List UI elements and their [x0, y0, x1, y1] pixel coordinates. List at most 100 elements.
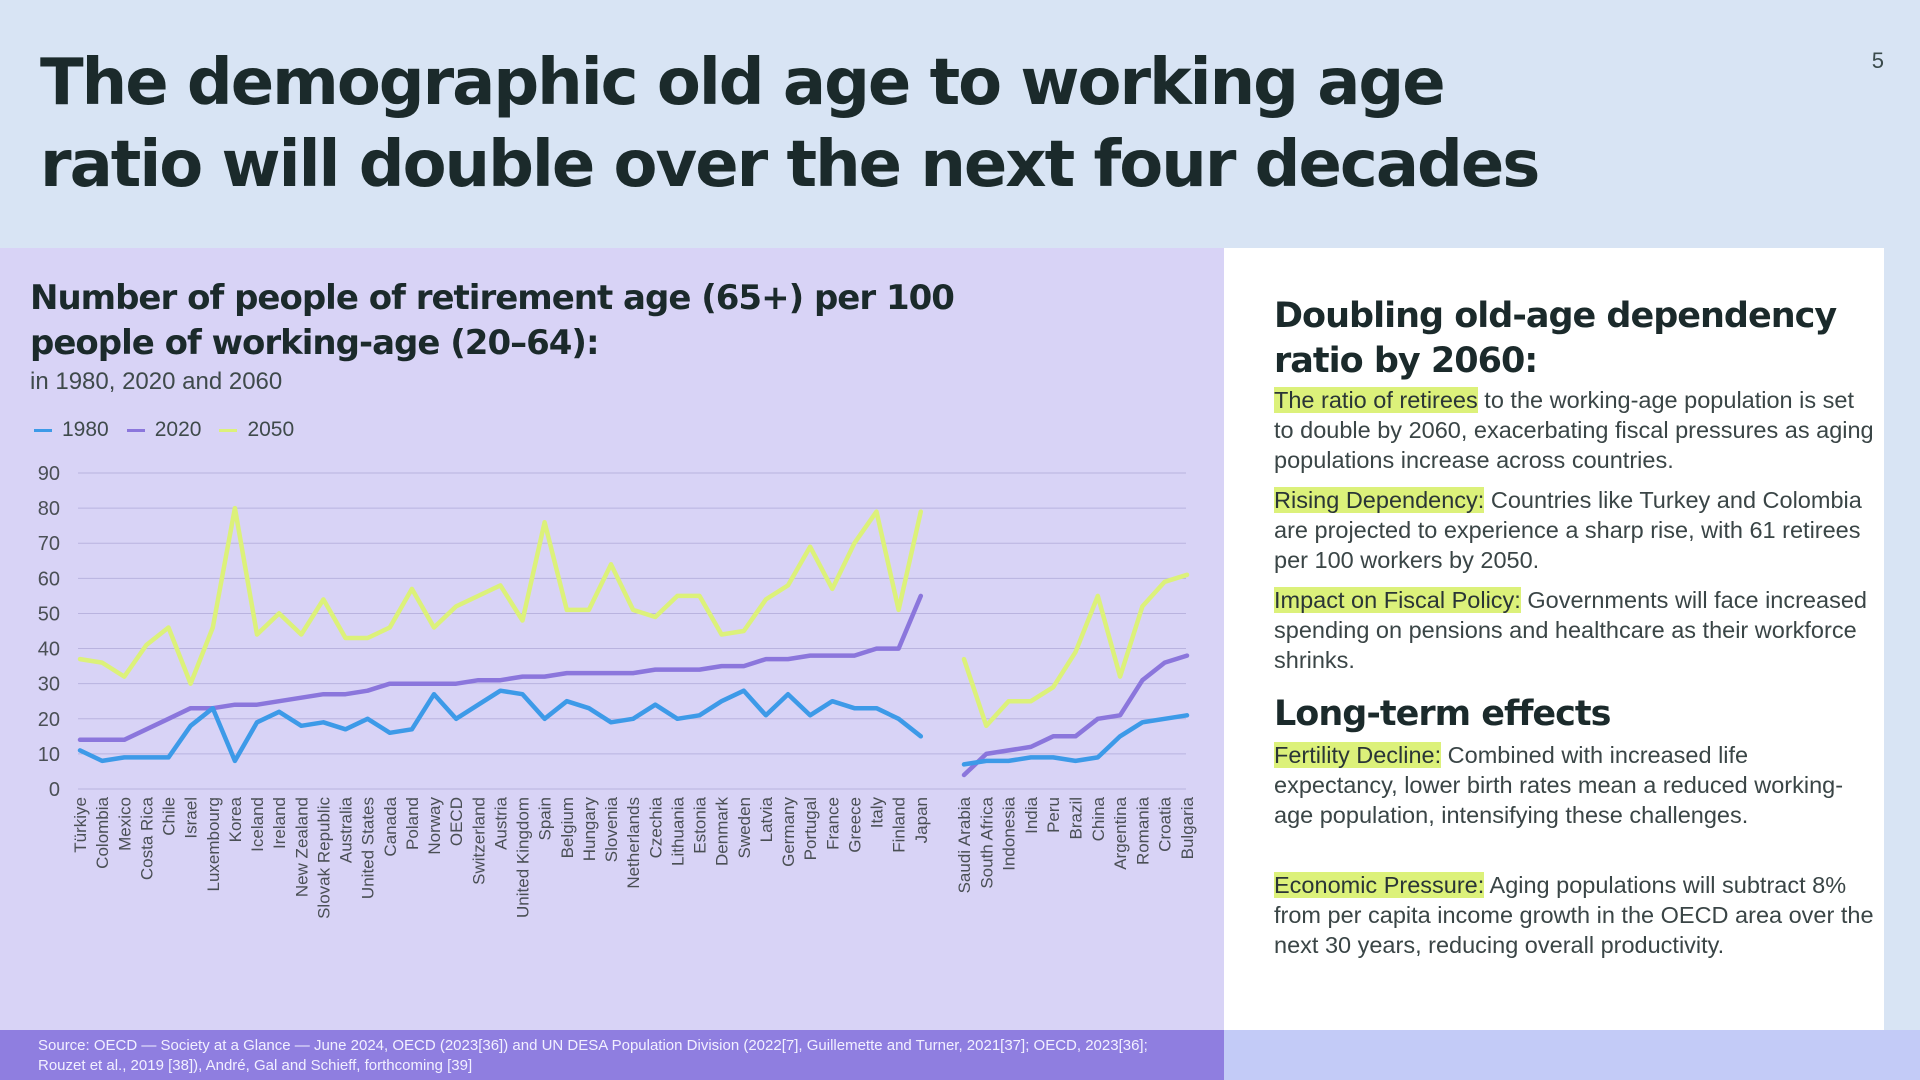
text-economic-pressure: Aging populations will subtract 8% from …: [1274, 872, 1874, 958]
legend-item-2020: 2020: [126, 418, 202, 442]
y-tick-label: 80: [38, 498, 60, 520]
x-tick-label: China: [1089, 796, 1108, 841]
page-number: 5: [1871, 48, 1884, 73]
legend-swatch-1980: [34, 428, 52, 432]
x-tick-label: Portugal: [801, 797, 820, 860]
x-tick-label: Indonesia: [1000, 796, 1019, 870]
source-note: Source: OECD — Society at a Glance — Jun…: [38, 1037, 1148, 1074]
legend-label-2050: 2050: [247, 418, 295, 441]
chart-panel: [0, 248, 1224, 1030]
x-tick-label: Austria: [491, 796, 510, 849]
x-tick-label: Saudi Arabia: [955, 796, 974, 893]
x-tick-label: Ireland: [270, 797, 289, 849]
x-tick-label: Japan: [912, 797, 931, 843]
side-heading-doubling: Doubling old-age dependency ratio by 206…: [1274, 296, 1837, 381]
series-line-2020-group-2: [961, 653, 1190, 778]
text-rising-dependency: Countries like Turkey and Colombia are p…: [1274, 487, 1862, 573]
x-tick-label: Israel: [182, 797, 201, 839]
line-chart: 0 10 20 30 40 50 60 70 80 90 Türkiye Colombia Mexico…: [38, 463, 1197, 919]
y-tick-label: 40: [38, 639, 60, 661]
y-tick-label: 90: [38, 463, 60, 485]
x-tick-label: Belgium: [558, 797, 577, 858]
x-tick-label: Slovak Republic: [314, 797, 333, 919]
source-bar: [0, 1030, 1224, 1080]
x-tick-label: Costa Rica: [137, 796, 156, 880]
text-retirees: to the working-age population is set to …: [1274, 387, 1874, 473]
y-tick-label: 30: [38, 674, 60, 696]
x-tick-label: Argentina: [1111, 796, 1130, 869]
side-paragraph-fiscal-policy: Impact on Fiscal Policy: Governments wil…: [1274, 585, 1874, 675]
y-tick-label: 50: [38, 603, 60, 625]
x-tick-label: Peru: [1044, 797, 1063, 833]
text-fiscal-policy: Governments will face increased spending…: [1274, 587, 1867, 673]
x-tick-label: Türkiye: [71, 797, 90, 853]
x-tick-label: Hungary: [580, 797, 599, 862]
highlight-rising-dependency: Rising Dependency:: [1274, 487, 1485, 513]
x-tick-label: Switzerland: [469, 797, 488, 885]
x-tick-label: Croatia: [1156, 796, 1175, 851]
legend-swatch-2020: [126, 428, 145, 432]
x-tick-label: Slovenia: [602, 796, 621, 862]
x-tick-label: Estonia: [691, 796, 710, 853]
x-tick-label: France: [823, 797, 842, 850]
legend-item-2050: 2050: [219, 418, 294, 442]
y-tick-label: 0: [49, 779, 60, 801]
page-title: The demographic old age to working age r…: [40, 46, 1540, 202]
legend-label-2020: 2020: [154, 418, 202, 441]
x-tick-label: Czechia: [646, 796, 665, 858]
x-tick-label: India: [1022, 796, 1041, 833]
chart-subtitle: in 1980, 2020 and 2060: [30, 368, 283, 395]
y-tick-label: 10: [38, 744, 60, 766]
x-tick-label: Korea: [226, 796, 245, 842]
highlight-fiscal-policy: Impact on Fiscal Policy:: [1274, 587, 1521, 613]
series-line-1980-group-1: [77, 688, 924, 764]
x-tick-label: New Zealand: [292, 797, 311, 897]
y-tick-label: 20: [38, 709, 60, 731]
x-tick-label: South Africa: [977, 796, 996, 888]
series-line-2050-group-2: [961, 572, 1190, 729]
x-tick-label: United Kingdom: [514, 797, 533, 918]
x-tick-label: Sweden: [735, 797, 754, 858]
x-tick-label: OECD: [447, 797, 466, 846]
series-line-1980-group-2: [961, 713, 1190, 767]
x-tick-label: Italy: [868, 797, 887, 829]
highlight-economic-pressure: Economic Pressure:: [1274, 872, 1485, 898]
highlight-fertility: Fertility Decline:: [1274, 742, 1442, 768]
x-tick-label: Denmark: [713, 797, 732, 866]
legend-swatch-2050: [219, 428, 238, 432]
side-heading-long-term: Long-term effects: [1274, 694, 1611, 734]
side-panel: [1224, 248, 1884, 1030]
x-tick-label: Finland: [890, 797, 909, 853]
x-tick-label: Bulgaria: [1178, 796, 1197, 859]
x-tick-label: Chile: [160, 797, 179, 836]
x-tick-label: Iceland: [248, 797, 267, 852]
x-tick-label: Brazil: [1067, 797, 1086, 840]
footer-strip: [1224, 1030, 1920, 1080]
side-paragraph-fertility: Fertility Decline: Combined with increas…: [1274, 740, 1874, 830]
y-tick-label: 60: [38, 568, 60, 590]
x-tick-label: Colombia: [93, 796, 112, 868]
x-tick-label: Australia: [337, 796, 356, 863]
x-tick-label: Greece: [845, 797, 864, 853]
x-tick-label: Lithuania: [668, 796, 687, 866]
series-line-2050-group-1: [77, 505, 924, 686]
x-tick-label: Poland: [403, 797, 422, 850]
text-fertility: Combined with increased life expectancy,…: [1274, 742, 1844, 828]
side-paragraph-economic-pressure: Economic Pressure: Aging populations wil…: [1274, 870, 1874, 960]
y-tick-label: 70: [38, 533, 60, 555]
x-tick-label: Luxembourg: [204, 797, 223, 892]
x-tick-label: Norway: [425, 797, 444, 855]
highlight-retirees: The ratio of retirees: [1274, 387, 1478, 413]
legend-label-1980: 1980: [62, 418, 109, 441]
side-paragraph-retirees: The ratio of retirees to the working-age…: [1274, 385, 1874, 475]
series-line-2020-group-1: [77, 593, 924, 743]
side-paragraph-rising-dependency: Rising Dependency: Countries like Turkey…: [1274, 485, 1874, 575]
chart-legend: 1980 2020 2050: [34, 418, 294, 442]
x-tick-label: United States: [359, 797, 378, 899]
x-tick-label: Germany: [779, 797, 798, 867]
chart-title: Number of people of retirement age (65+)…: [30, 278, 955, 363]
x-tick-label: Latvia: [757, 796, 776, 842]
x-tick-label: Romania: [1133, 796, 1152, 865]
x-tick-label: Netherlands: [624, 797, 643, 889]
x-tick-label: Mexico: [115, 797, 134, 851]
